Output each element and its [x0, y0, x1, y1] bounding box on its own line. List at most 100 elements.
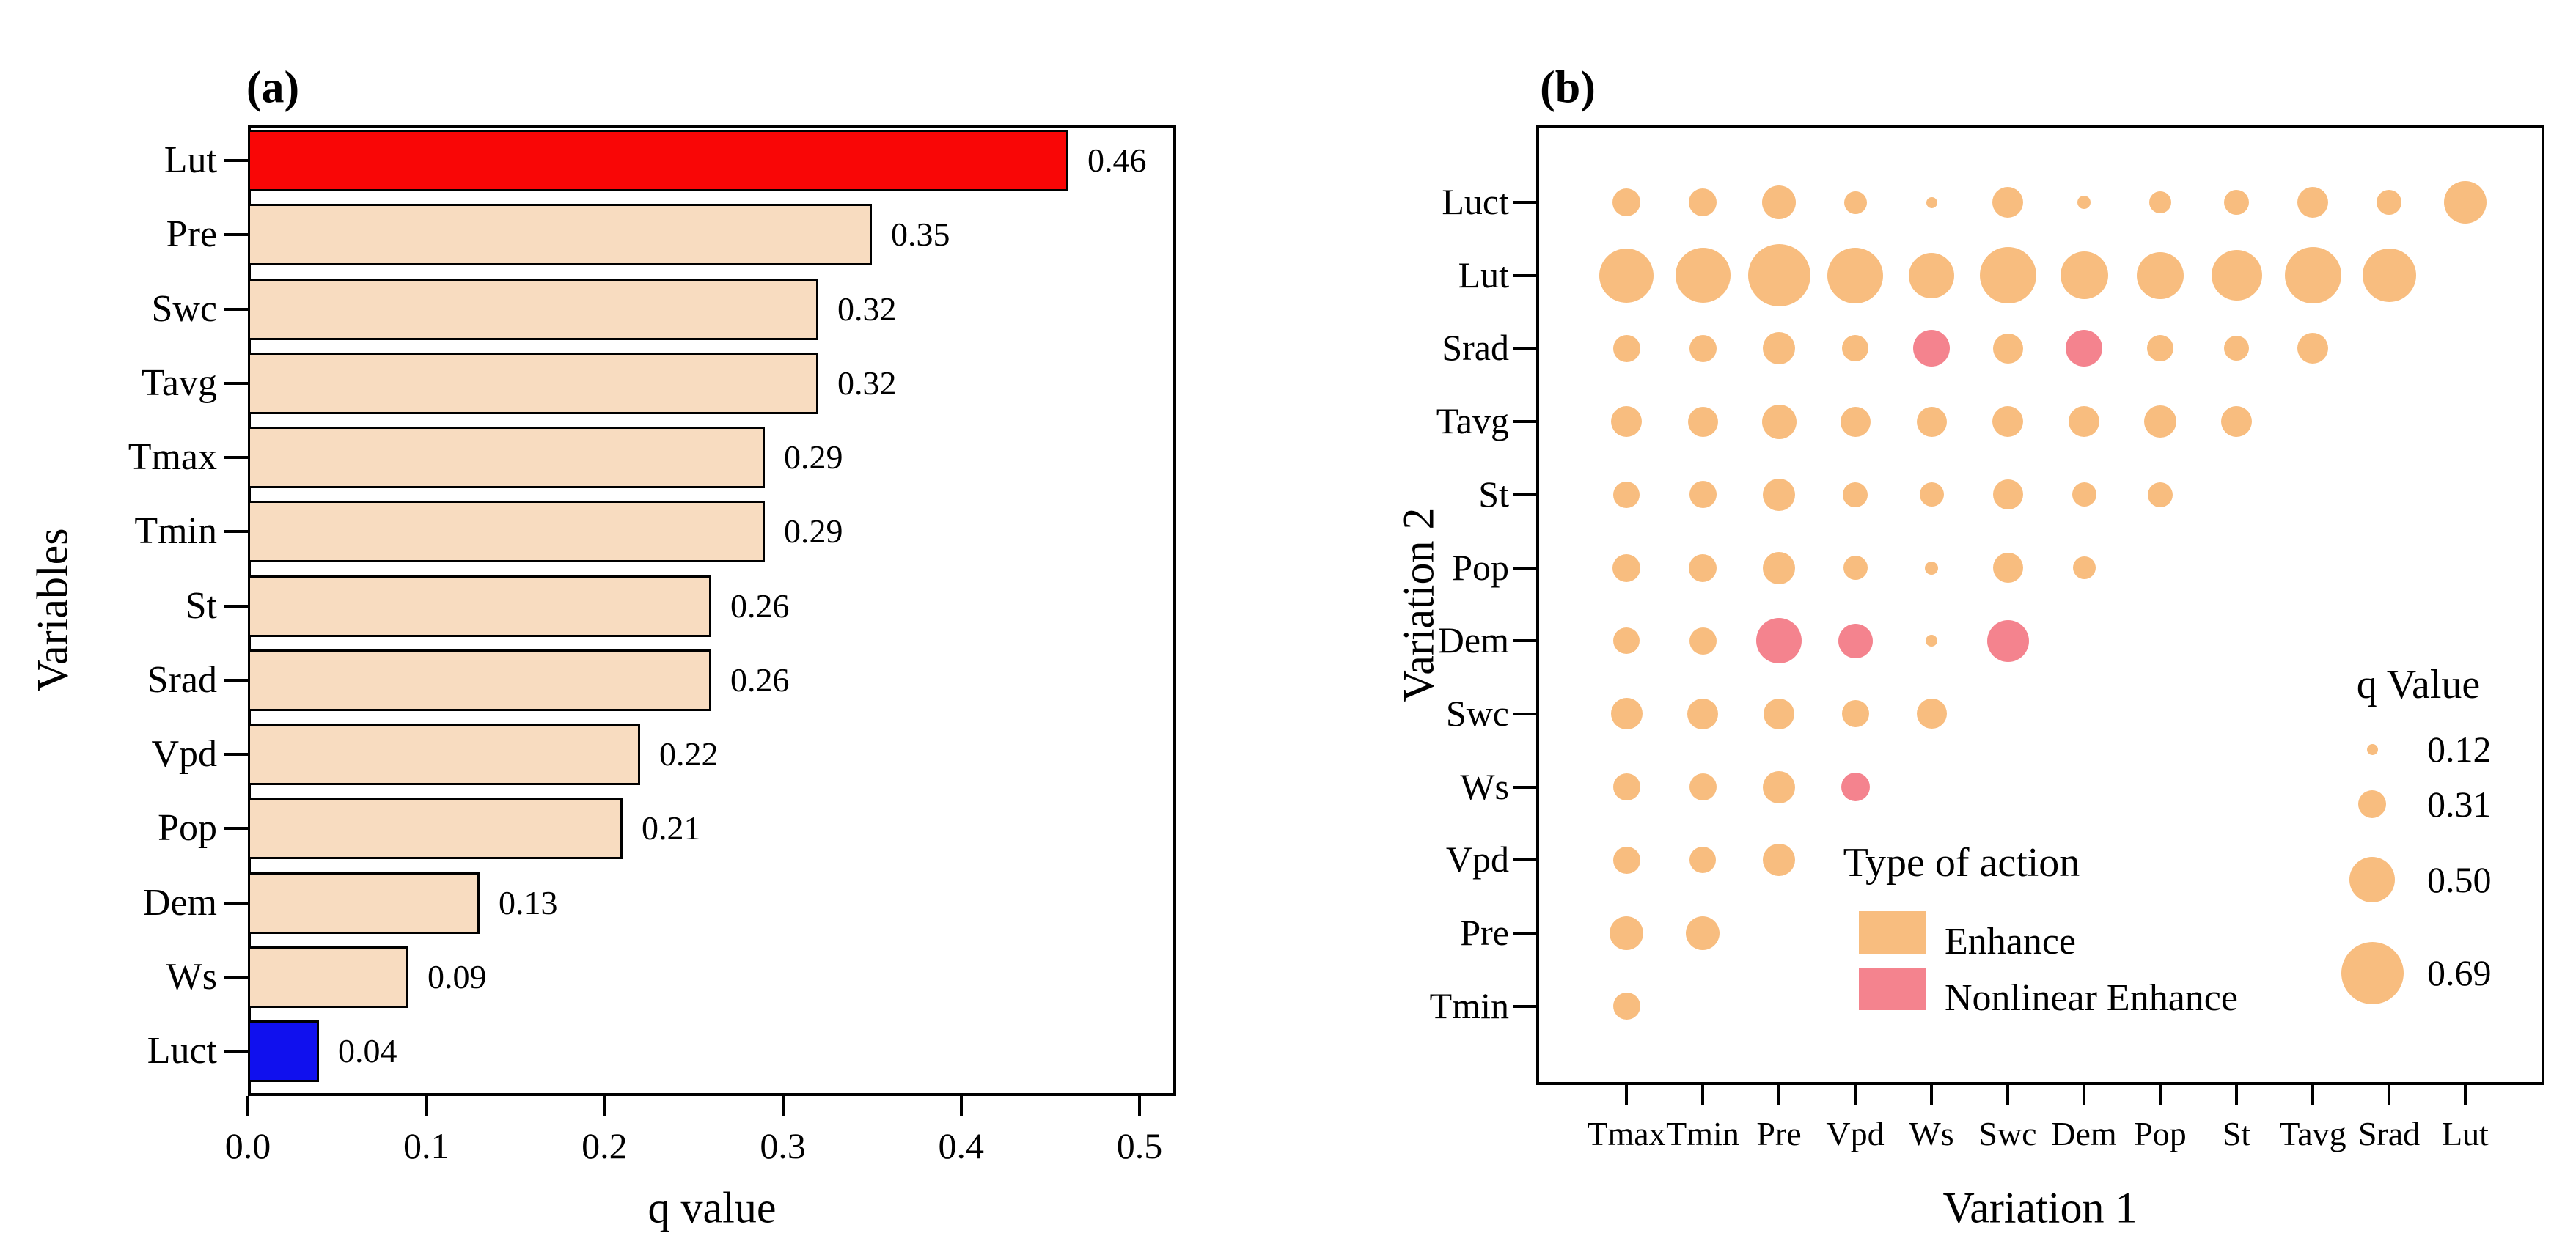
x-tick-mark	[2311, 1085, 2314, 1105]
y-tick-label-vpd: Vpd	[151, 733, 217, 775]
y-tick-mark	[224, 233, 248, 237]
y-tick-mark	[224, 159, 248, 162]
bubble-lut-dem	[2060, 251, 2108, 300]
bubble-swc-vpd	[1841, 700, 1869, 728]
bubble-swc-ws	[1916, 699, 1947, 729]
bubble-swc-tmin	[1687, 698, 1718, 729]
bubble-st-vpd	[1843, 482, 1868, 507]
x-tick-mark	[1930, 1085, 1933, 1105]
bubble-lut-pop	[2137, 251, 2184, 299]
bubble-dem-swc	[1986, 619, 2029, 662]
bar-st	[248, 575, 711, 637]
bubble-pop-pre	[1763, 551, 1795, 584]
bar-dem	[248, 872, 480, 934]
bubble-dem-ws	[1926, 635, 1937, 647]
action-legend-title: Type of action	[1843, 840, 2080, 886]
bubble-ws-tmin	[1689, 773, 1717, 801]
bubble-st-tmax	[1613, 481, 1640, 508]
bar-swc	[248, 278, 818, 340]
y-tick-label-swc: Swc	[1445, 692, 1509, 734]
size-legend-label-0.50: 0.50	[2427, 859, 2492, 900]
bubble-pop-dem	[2072, 556, 2096, 579]
size-legend-title: q Value	[2356, 662, 2481, 707]
y-tick-label-tmax: Tmax	[128, 436, 217, 478]
bar-value-label-st: 0.26	[730, 586, 790, 625]
y-tick-mark	[1513, 493, 1536, 496]
bar-vpd	[248, 724, 640, 785]
bubble-pre-tmin	[1686, 916, 1720, 950]
bubble-swc-pre	[1764, 698, 1794, 729]
y-tick-mark	[224, 827, 248, 831]
y-tick-label-ws: Ws	[166, 955, 217, 998]
bubble-luct-vpd	[1843, 191, 1867, 214]
bubble-srad-pre	[1763, 332, 1795, 365]
x-tick-label-tmin: Tmin	[1666, 1115, 1739, 1152]
bubble-dem-vpd	[1838, 623, 1873, 658]
size-legend-circle-0.12	[2366, 743, 2378, 755]
bubble-luct-tmin	[1689, 188, 1717, 216]
panel-a-label: (a)	[246, 62, 300, 113]
x-tick-label-st: St	[2222, 1115, 2251, 1152]
x-tick-mark	[1854, 1085, 1857, 1105]
bubble-luct-lut	[2444, 181, 2487, 224]
y-tick-mark	[1513, 932, 1536, 935]
panel-a-x-axis-title: q value	[647, 1183, 777, 1232]
bar-pop	[248, 798, 623, 860]
y-tick-mark	[224, 975, 248, 979]
y-tick-mark	[224, 604, 248, 608]
y-tick-mark	[224, 901, 248, 905]
bar-value-label-luct: 0.04	[338, 1032, 397, 1070]
bubble-srad-tavg	[2297, 333, 2328, 364]
bubble-lut-st	[2211, 250, 2262, 301]
bubble-lut-tmin	[1675, 248, 1731, 303]
bubble-tavg-ws	[1916, 406, 1947, 437]
bubble-st-pre	[1763, 478, 1795, 511]
bubble-lut-swc	[1979, 247, 2036, 304]
bubble-pop-swc	[1992, 553, 2023, 583]
y-tick-label-lut: Lut	[164, 139, 217, 181]
y-tick-mark	[1513, 273, 1536, 277]
bubble-pop-tmax	[1612, 553, 1640, 582]
action-legend-swatch-enhance	[1859, 911, 1926, 954]
x-tick-mark	[425, 1096, 428, 1116]
x-tick-label-vpd: Vpd	[1826, 1115, 1885, 1152]
panel-b-label: (b)	[1540, 62, 1596, 113]
bubble-pop-vpd	[1843, 556, 1868, 580]
x-tick-mark	[2464, 1085, 2467, 1105]
y-tick-mark	[1513, 566, 1536, 570]
size-legend-label-0.31: 0.31	[2427, 784, 2492, 825]
x-tick-mark	[2235, 1085, 2238, 1105]
bar-tavg	[248, 352, 818, 414]
y-tick-mark	[1513, 420, 1536, 424]
x-tick-label-a: 0.4	[938, 1125, 985, 1166]
y-tick-mark	[224, 753, 248, 756]
x-tick-mark	[2006, 1085, 2009, 1105]
y-tick-label-pre: Pre	[1460, 912, 1509, 953]
x-tick-mark	[603, 1096, 606, 1116]
x-tick-label-pre: Pre	[1756, 1115, 1802, 1152]
size-legend-label-0.12: 0.12	[2427, 729, 2492, 770]
panel-b-y-axis-title: Variation 2	[1394, 507, 1443, 702]
x-tick-label-a: 0.1	[403, 1125, 449, 1166]
y-tick-mark	[224, 456, 248, 459]
bubble-dem-pre	[1756, 618, 1802, 664]
bar-tmin	[248, 501, 765, 563]
bubble-dem-tmin	[1689, 627, 1717, 655]
x-tick-label-ws: Ws	[1909, 1115, 1954, 1152]
bar-value-label-pop: 0.21	[642, 809, 701, 847]
bubble-lut-ws	[1909, 252, 1954, 298]
y-tick-label-swc: Swc	[151, 287, 217, 330]
bubble-luct-pop	[2149, 191, 2171, 213]
bar-value-label-swc: 0.32	[837, 290, 897, 328]
y-tick-label-dem: Dem	[142, 881, 217, 924]
y-tick-mark	[224, 1050, 248, 1053]
bar-value-label-vpd: 0.22	[659, 735, 719, 773]
bubble-vpd-pre	[1763, 844, 1795, 877]
bubble-tavg-tmax	[1611, 406, 1642, 438]
bubble-pop-ws	[1925, 561, 1938, 575]
bubble-tavg-tmin	[1687, 406, 1718, 437]
y-tick-mark	[224, 307, 248, 311]
y-tick-mark	[1513, 712, 1536, 715]
bubble-tmin-tmax	[1612, 993, 1640, 1020]
